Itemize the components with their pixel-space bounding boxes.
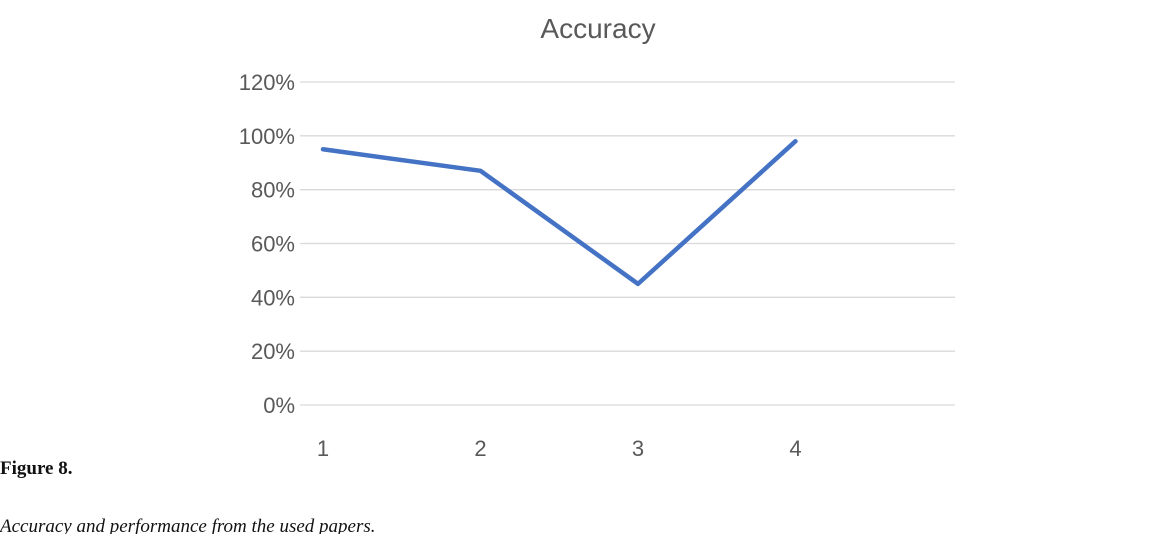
x-tick-label: 3 (632, 436, 644, 461)
x-tick-label: 2 (474, 436, 486, 461)
x-tick-label: 4 (789, 436, 801, 461)
y-tick-label: 0% (263, 393, 295, 418)
caption-text: Accuracy and performance from the used p… (0, 516, 376, 534)
y-tick-label: 100% (239, 124, 295, 149)
y-tick-label: 60% (251, 232, 295, 257)
y-tick-label: 40% (251, 285, 295, 310)
y-tick-label: 20% (251, 339, 295, 364)
chart-title: Accuracy (540, 13, 655, 44)
y-tick-label: 120% (239, 70, 295, 95)
caption-label: Figure 8. (0, 458, 72, 479)
data-line (320, 138, 798, 287)
y-tick-label: 80% (251, 178, 295, 203)
x-tick-label: 1 (317, 436, 329, 461)
